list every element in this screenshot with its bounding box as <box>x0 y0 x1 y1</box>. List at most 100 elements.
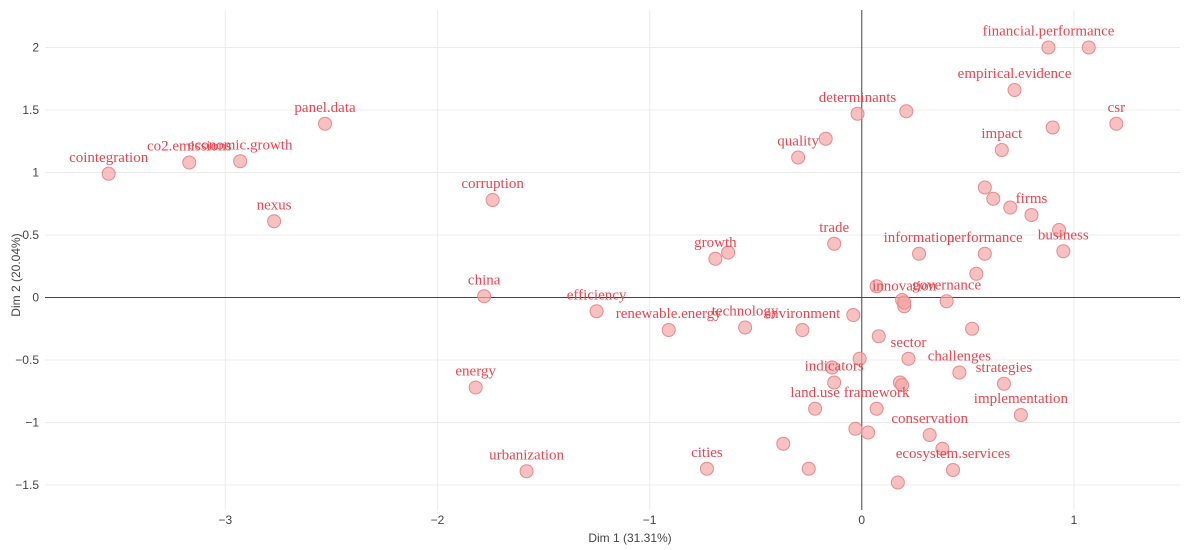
y-tick-label: 2 <box>32 41 39 55</box>
data-point-nexus <box>267 214 282 229</box>
point-label: strategies <box>976 360 1033 376</box>
point-label: corruption <box>461 176 524 192</box>
point-label: innovation <box>872 279 937 295</box>
data-point-financial-performance <box>1041 40 1056 55</box>
data-point <box>721 245 736 260</box>
data-point-efficiency <box>589 304 604 319</box>
data-point-performance <box>977 246 992 261</box>
data-point-corruption <box>485 193 500 207</box>
y-tick-label: 0.5 <box>22 228 39 242</box>
data-point <box>969 266 984 281</box>
data-point-co2-emissions <box>182 155 197 170</box>
data-point <box>977 180 992 195</box>
point-label: sector <box>891 335 927 351</box>
data-point-urbanization <box>519 464 534 479</box>
point-label: framework <box>844 385 910 401</box>
x-axis-title: Dim 1 (31.31%) <box>588 531 671 545</box>
data-point <box>846 308 861 322</box>
point-label: economic.growth <box>188 137 293 153</box>
data-point-trade <box>827 236 842 251</box>
x-tick-label: 1 <box>1071 513 1078 527</box>
point-label: conservation <box>891 411 968 427</box>
data-point <box>899 104 914 119</box>
point-label: empirical.evidence <box>958 66 1072 82</box>
points-layer <box>101 40 1124 490</box>
data-point-renewable-energy <box>661 323 676 337</box>
data-point-framework <box>869 401 884 416</box>
point-label: nexus <box>257 197 292 213</box>
point-label: china <box>468 272 501 288</box>
data-point-empirical-evidence <box>1007 83 1022 97</box>
point-label: panel.data <box>294 100 356 116</box>
point-label: trade <box>819 220 849 236</box>
data-point <box>848 421 863 436</box>
data-point-impact <box>994 143 1009 157</box>
y-axis-title: Dim 2 (20.04%) <box>9 233 23 316</box>
labels-layer: financial.performance csr empirical.eviden… <box>69 24 1125 464</box>
point-label: quality <box>777 134 819 150</box>
data-point-conservation <box>922 428 937 442</box>
data-point-growth <box>708 251 723 266</box>
data-point <box>852 351 867 366</box>
x-tick-label: −3 <box>218 513 232 527</box>
point-label: impact <box>981 126 1023 142</box>
point-label: co2.emissions <box>147 139 232 155</box>
data-point-information <box>912 246 927 261</box>
data-point-energy <box>468 380 483 395</box>
point-label: environment <box>764 306 841 322</box>
data-point-land-use <box>808 401 823 416</box>
point-label: indicators <box>805 359 864 375</box>
data-point <box>871 329 886 344</box>
point-label: performance <box>947 230 1023 246</box>
point-label: determinants <box>819 90 897 106</box>
data-point <box>1045 120 1060 135</box>
data-point-panel-data <box>318 116 333 131</box>
data-point <box>869 279 884 294</box>
data-point <box>1052 223 1067 237</box>
data-point <box>825 360 840 375</box>
data-point <box>1081 40 1096 55</box>
point-label: ecosystem.services <box>896 446 1011 462</box>
point-label: challenges <box>928 349 991 365</box>
y-tick-label: 1.5 <box>22 103 39 117</box>
data-point-innovation <box>897 295 912 310</box>
data-point-cointegration <box>101 166 116 181</box>
point-label: cointegration <box>69 150 149 166</box>
data-point <box>935 441 950 456</box>
point-label: technology <box>712 304 779 320</box>
data-point-cities <box>699 461 714 476</box>
point-label: information <box>884 230 955 246</box>
grid <box>45 10 1180 510</box>
point-label: cities <box>691 445 723 461</box>
data-point-implementation <box>1013 408 1028 422</box>
data-point-csr <box>1109 116 1124 131</box>
y-tick-label: −1 <box>25 416 39 430</box>
data-point <box>965 321 980 336</box>
point-label: business <box>1038 227 1089 243</box>
data-point-quality <box>791 150 806 165</box>
data-point-governance <box>939 294 954 309</box>
data-point-china <box>477 289 492 304</box>
point-label: renewable.energy <box>616 306 722 322</box>
point-label: implementation <box>974 391 1069 407</box>
data-point-challenges <box>952 365 967 380</box>
data-point-firms <box>1024 208 1039 222</box>
y-tick-label: 0 <box>32 291 39 305</box>
point-label: urbanization <box>489 447 564 463</box>
x-tick-label: −1 <box>643 513 657 527</box>
data-point-environment <box>795 323 810 337</box>
data-point-sector <box>901 351 916 366</box>
point-label: governance <box>912 277 981 293</box>
point-label: energy <box>455 364 496 380</box>
data-point <box>818 131 833 146</box>
data-point-determinants <box>850 106 865 121</box>
point-label: land.use <box>790 385 840 401</box>
data-point <box>895 378 910 392</box>
data-point-technology <box>738 320 753 335</box>
data-point-business <box>1056 244 1071 259</box>
point-label: efficiency <box>567 287 627 303</box>
point-label: growth <box>694 235 737 251</box>
tick-labels: −3 −2 −1 0 1 −1.5 −1 −0.5 0 0.5 1 1.5 2 <box>15 41 1077 528</box>
x-tick-label: −2 <box>431 513 445 527</box>
